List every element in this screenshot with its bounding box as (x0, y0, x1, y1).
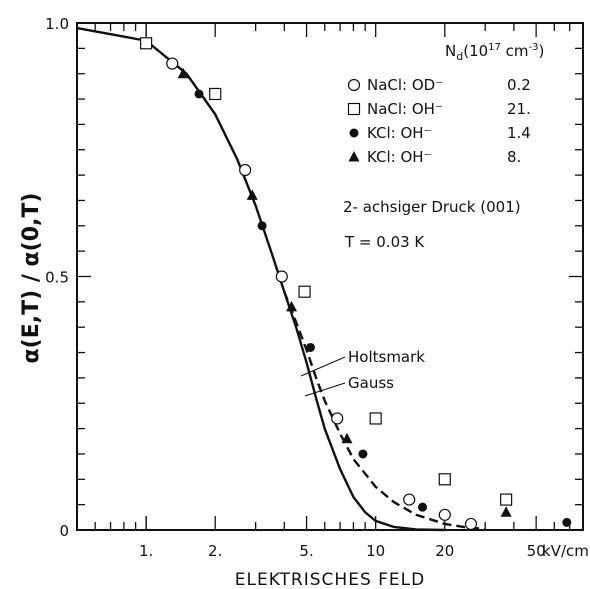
data-point-filled-circle (358, 449, 368, 459)
data-point-open-square (369, 412, 382, 425)
legend-marker-filled-triangle (348, 151, 360, 162)
legend-series-name: NaCl: OH⁻ (367, 100, 443, 118)
data-point-open-circle (464, 517, 478, 531)
x-tick-label: 1. (139, 542, 153, 560)
data-point-open-square (500, 493, 513, 506)
legend-header-unit2: cm (501, 42, 529, 60)
x-tick-label: 20 (435, 542, 454, 560)
y-axis-label: α(E,T) / α(0,T) (19, 193, 44, 364)
data-point-filled-circle (194, 89, 204, 99)
x-tick-label: 5. (299, 542, 313, 560)
y-tick-label: 1.0 (45, 15, 69, 33)
legend-rows: NaCl: OD⁻ 0.2 NaCl: OH⁻ 21. KCl: OH⁻ 1.4 KCl: … (347, 76, 531, 166)
data-point-filled-triangle (177, 67, 189, 79)
data-point-filled-circle (418, 502, 428, 512)
data-point-open-circle (403, 493, 416, 506)
legend-header-sub: d (456, 50, 463, 63)
data-point-filled-triangle (246, 189, 258, 200)
data-point-filled-circle (257, 221, 267, 231)
data-point-open-square (298, 285, 311, 298)
data-point-filled-triangle (341, 432, 353, 444)
legend-header: Nd(1017 cm-3) (445, 42, 544, 63)
data-point-open-square (209, 87, 222, 101)
data-point-open-circle (166, 57, 179, 70)
data-point-open-circle (239, 163, 252, 177)
holtsmark-pointer-line (300, 356, 346, 377)
data-point-open-circle (331, 412, 344, 425)
holtsmark-label: Holtsmark (348, 348, 425, 366)
x-tick-label: 2. (208, 542, 222, 560)
gauss-pointer-line (304, 382, 346, 397)
legend-marker-open-circle (347, 78, 361, 92)
legend-series-nd: 21. (507, 100, 531, 118)
gauss-label: Gauss (348, 374, 394, 392)
data-point-open-square (140, 37, 153, 50)
legend-series-name: KCl: OH⁻ (367, 148, 431, 166)
curve-gauss (283, 291, 486, 531)
legend-header-unit: (10 (463, 42, 488, 60)
legend-header-exp2: -3 (529, 42, 539, 53)
data-point-filled-circle (562, 517, 572, 527)
data-point-filled-triangle (500, 506, 512, 517)
annotation-pressure: 2- achsiger Druck (001) (343, 198, 521, 216)
legend-series-name: KCl: OH⁻ (367, 124, 431, 142)
data-point-open-square (438, 473, 451, 486)
data-points (140, 37, 572, 531)
axis-ticks: 1. 2. 5. 10 20 50 0 0.5 1.0 (45, 15, 584, 560)
legend-header-close: ) (539, 42, 545, 60)
legend-series-name: NaCl: OD⁻ (367, 76, 443, 94)
legend-series-nd: 8. (507, 148, 521, 166)
x-tick-label: 10 (366, 542, 385, 560)
annotation-temperature: T = 0.03 K (344, 233, 425, 251)
legend-marker-open-square (347, 102, 361, 116)
data-point-open-circle (275, 270, 288, 283)
data-point-filled-circle (305, 342, 315, 352)
x-axis-label: ELEKTRISCHES FELD (235, 570, 425, 589)
legend-series-nd: 1.4 (507, 124, 531, 142)
y-tick-label: 0 (59, 522, 69, 540)
legend-header-exp: 17 (488, 42, 501, 53)
fit-curves (76, 26, 486, 532)
legend-header-n: N (445, 42, 456, 60)
curve-holtsmark (76, 26, 445, 532)
x-tick-label: 50 (527, 542, 546, 560)
data-point-open-circle (438, 508, 451, 521)
legend: Nd(1017 cm-3) NaCl: OD⁻ 0.2 NaCl: OH⁻ 21. KC… (343, 42, 544, 251)
legend-series-nd: 0.2 (507, 76, 531, 94)
x-unit-label: kV/cm (542, 542, 589, 560)
legend-marker-filled-circle (349, 128, 359, 138)
curve-labels: Holtsmark Gauss (300, 348, 425, 397)
y-tick-label: 0.5 (45, 269, 69, 287)
data-point-filled-triangle (286, 300, 298, 312)
